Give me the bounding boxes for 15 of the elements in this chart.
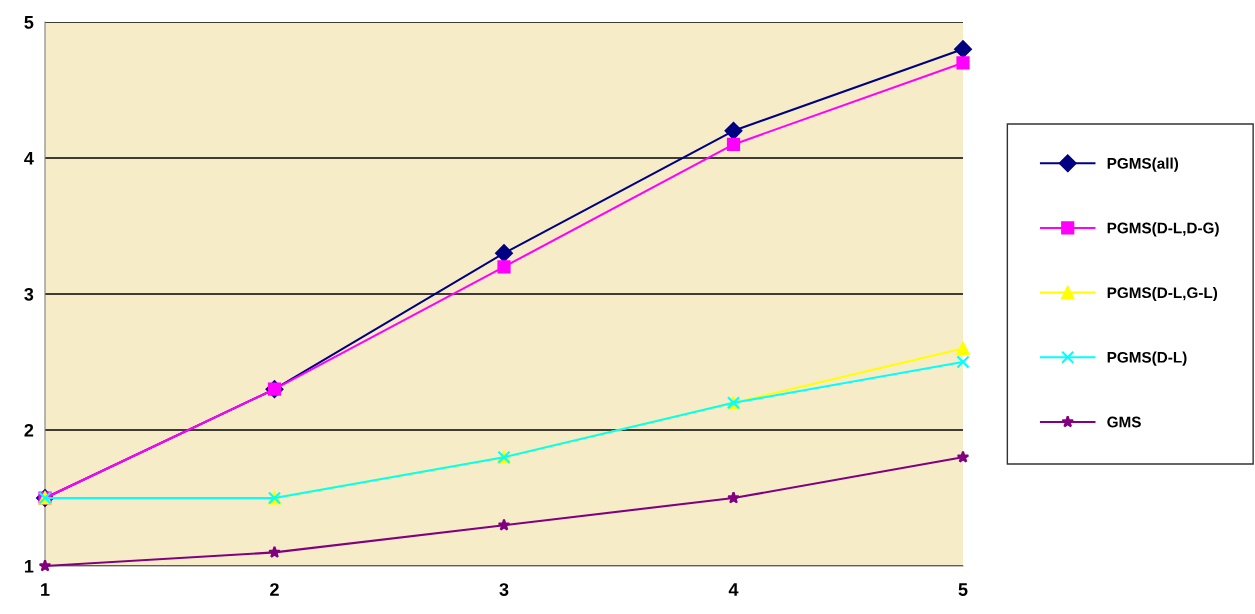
x-tick-label: 1 [41,583,50,596]
legend-label: PGMS(D-L,G-L) [1107,286,1218,302]
x-tick-label: 2 [270,583,279,596]
x-tick-label: 4 [728,583,739,596]
y-tick-label: 4 [24,152,34,165]
x-tick-label: 5 [958,583,968,596]
legend-label: PGMS(D-L,D-G) [1107,222,1219,237]
y-tick-label: 2 [24,423,34,437]
y-tick-label: 3 [24,287,34,301]
legend-label: PGMS(D-L) [1107,351,1187,366]
legend-label: PGMS(all) [1107,157,1179,172]
legend-label: GMS [1107,416,1141,428]
y-tick-label: 1 [24,560,34,573]
x-tick-label: 3 [499,583,509,596]
y-tick-label: 5 [24,16,34,29]
